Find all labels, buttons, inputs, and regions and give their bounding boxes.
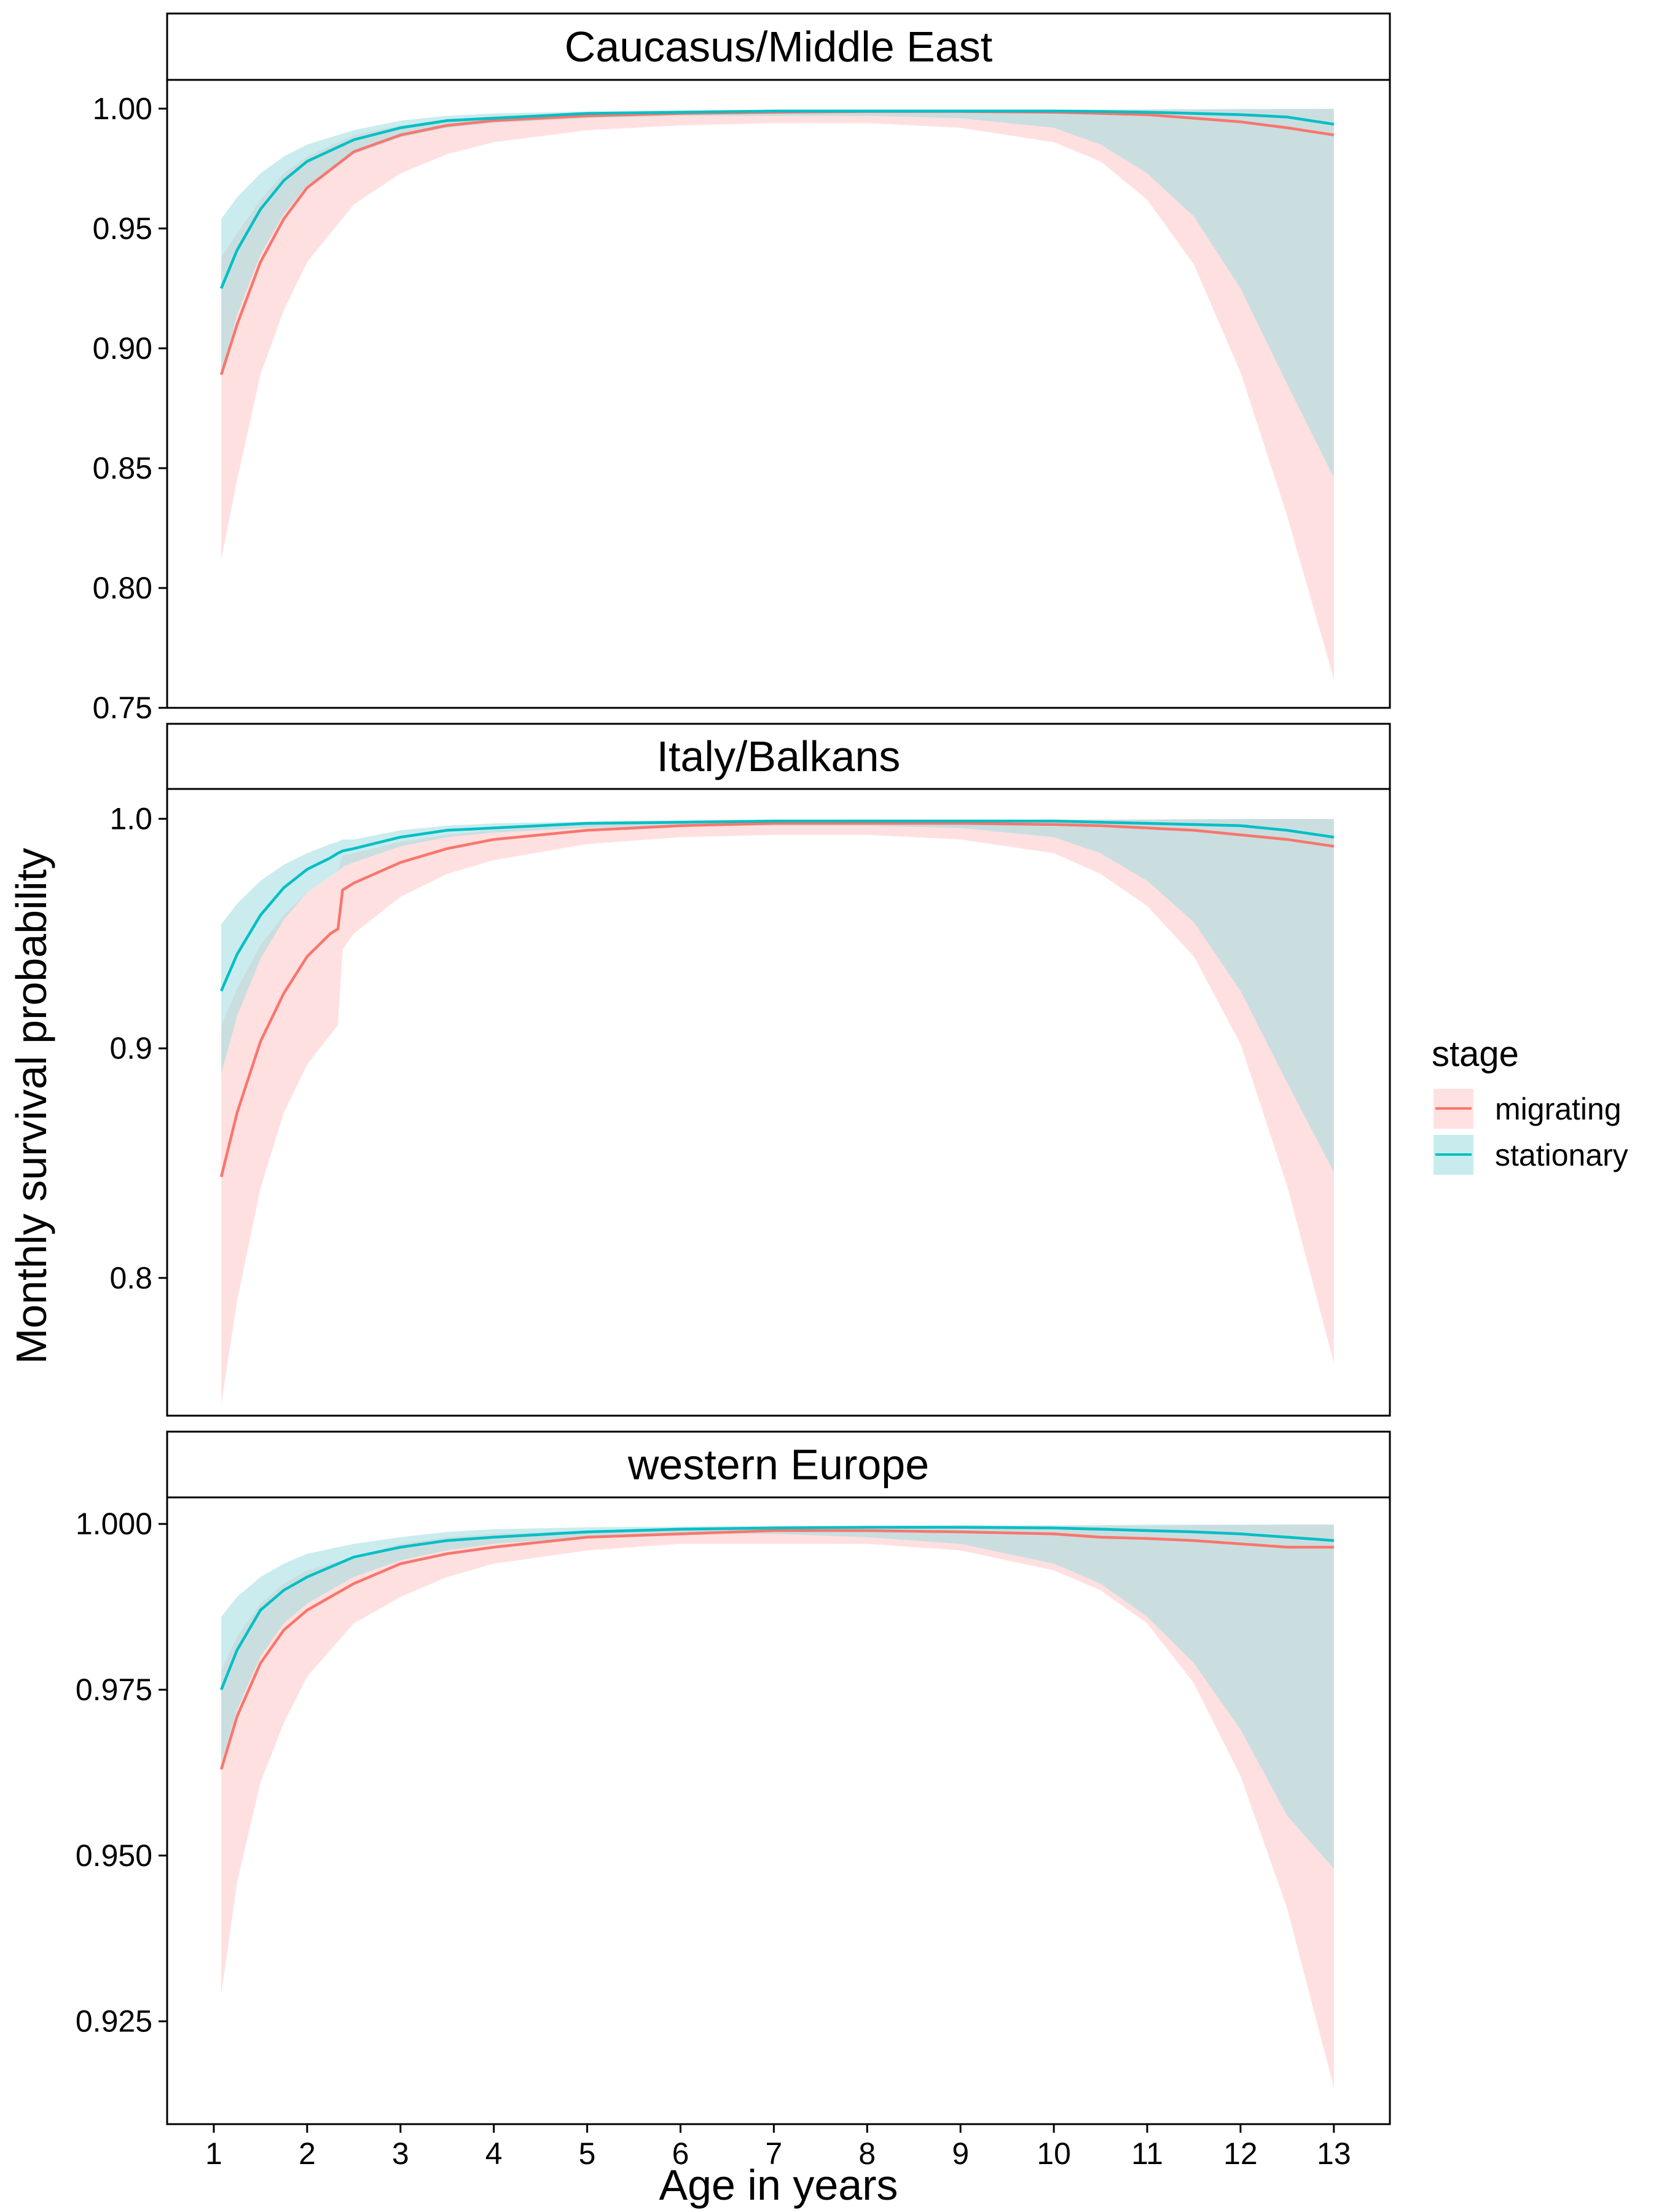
- panel-strip-italy-balkans: [166, 723, 1391, 790]
- x-tick-label-4: 5: [579, 2136, 596, 2171]
- x-axis: 1 2 3 4 5 6 7 8 9 10 11 12 13: [205, 2124, 1351, 2171]
- y-tick-label-western-europe-0: 0.925: [76, 2004, 152, 2039]
- panel-title-italy-balkans: Italy/Balkans: [657, 732, 901, 780]
- x-tick-label-1: 2: [299, 2136, 316, 2171]
- legend-title: stage: [1432, 1034, 1519, 1074]
- ribbon-stationary-western-europe: [221, 1524, 1334, 1869]
- line-migrating-italy-balkans: [219, 822, 1335, 1177]
- line-stationary-caucasus-middle-east: [220, 109, 1335, 289]
- y-tick-label-italy-balkans-2: 1.0: [109, 802, 152, 836]
- ribbon-stationary-italy-balkans: [221, 818, 1334, 1172]
- x-tick-label-6: 7: [765, 2136, 782, 2171]
- y-tick-label-caucasus-middle-east-2: 0.85: [93, 451, 152, 485]
- line-migrating-western-europe: [219, 1529, 1334, 1770]
- legend-label-migrating: migrating: [1495, 1092, 1622, 1126]
- x-tick-label-12: 13: [1317, 2136, 1351, 2171]
- y-tick-label-caucasus-middle-east-3: 0.90: [93, 331, 152, 366]
- y-tick-label-italy-balkans-0: 0.8: [109, 1261, 152, 1295]
- y-axis-title: Monthly survival probability: [7, 848, 55, 1364]
- y-tick-label-western-europe-1: 0.950: [76, 1838, 152, 1873]
- y-tick-label-western-europe-3: 1.000: [76, 1507, 152, 1541]
- x-tick-label-0: 1: [205, 2136, 222, 2171]
- panel-border-caucasus-middle-east: [166, 79, 1391, 709]
- y-tick-label-western-europe-2: 0.975: [76, 1673, 152, 1707]
- x-tick-label-9: 10: [1037, 2136, 1071, 2171]
- panel-title-western-europe: western Europe: [627, 1441, 929, 1489]
- x-tick-label-8: 9: [952, 2136, 969, 2171]
- x-tick-label-7: 8: [858, 2136, 876, 2171]
- y-tick-label-caucasus-middle-east-4: 0.95: [93, 211, 152, 246]
- line-stationary-italy-balkans: [220, 820, 1335, 992]
- ribbon-stationary-caucasus-middle-east: [221, 109, 1334, 478]
- legend-key-migrating: migrating: [1433, 1089, 1622, 1129]
- y-tick-label-caucasus-middle-east-0: 0.75: [93, 691, 152, 725]
- plot-area-western-europe: [219, 1524, 1335, 2088]
- legend-label-stationary: stationary: [1495, 1138, 1628, 1172]
- panel-italy-balkans: Italy/Balkans 0.8 0.9 1.0: [109, 723, 1391, 1417]
- x-tick-label-11: 12: [1223, 2136, 1258, 2171]
- panel-strip-caucasus-middle-east: [166, 12, 1391, 81]
- panel-caucasus-middle-east: Caucasus/Middle East 0.75 0.80 0.85 0.90 0.95…: [93, 12, 1391, 725]
- line-stationary-western-europe: [220, 1526, 1335, 1690]
- y-tick-label-caucasus-middle-east-5: 1.00: [93, 92, 152, 126]
- x-axis-title: Age in years: [659, 2161, 898, 2209]
- panel-title-caucasus-middle-east: Caucasus/Middle East: [565, 23, 992, 71]
- x-tick-label-10: 11: [1131, 2136, 1163, 2171]
- panel-border-italy-balkans: [166, 788, 1391, 1417]
- panel-border-western-europe: [166, 1496, 1391, 2125]
- plot-area-caucasus-middle-east: [219, 109, 1335, 680]
- x-tick-label-3: 4: [485, 2136, 503, 2171]
- panel-western-europe: western Europe 0.925 0.950 0.975 1.000: [76, 1430, 1391, 2125]
- y-tick-label-caucasus-middle-east-1: 0.80: [93, 571, 152, 605]
- y-tick-label-italy-balkans-1: 0.9: [109, 1031, 152, 1065]
- panel-strip-western-europe: [166, 1430, 1391, 1499]
- x-tick-label-5: 6: [672, 2136, 689, 2171]
- x-tick-label-2: 3: [392, 2136, 409, 2171]
- legend: stage migrating stationary: [1432, 1034, 1628, 1175]
- legend-key-stationary: stationary: [1433, 1135, 1628, 1175]
- facet-panels: Caucasus/Middle East 0.75 0.80 0.85 0.90 0.95…: [76, 12, 1391, 2125]
- plot-area-italy-balkans: [219, 818, 1335, 1405]
